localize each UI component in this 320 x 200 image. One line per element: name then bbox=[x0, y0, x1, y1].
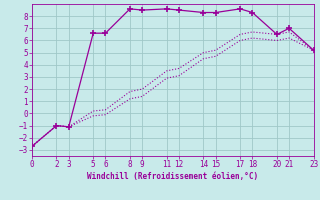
X-axis label: Windchill (Refroidissement éolien,°C): Windchill (Refroidissement éolien,°C) bbox=[87, 172, 258, 181]
